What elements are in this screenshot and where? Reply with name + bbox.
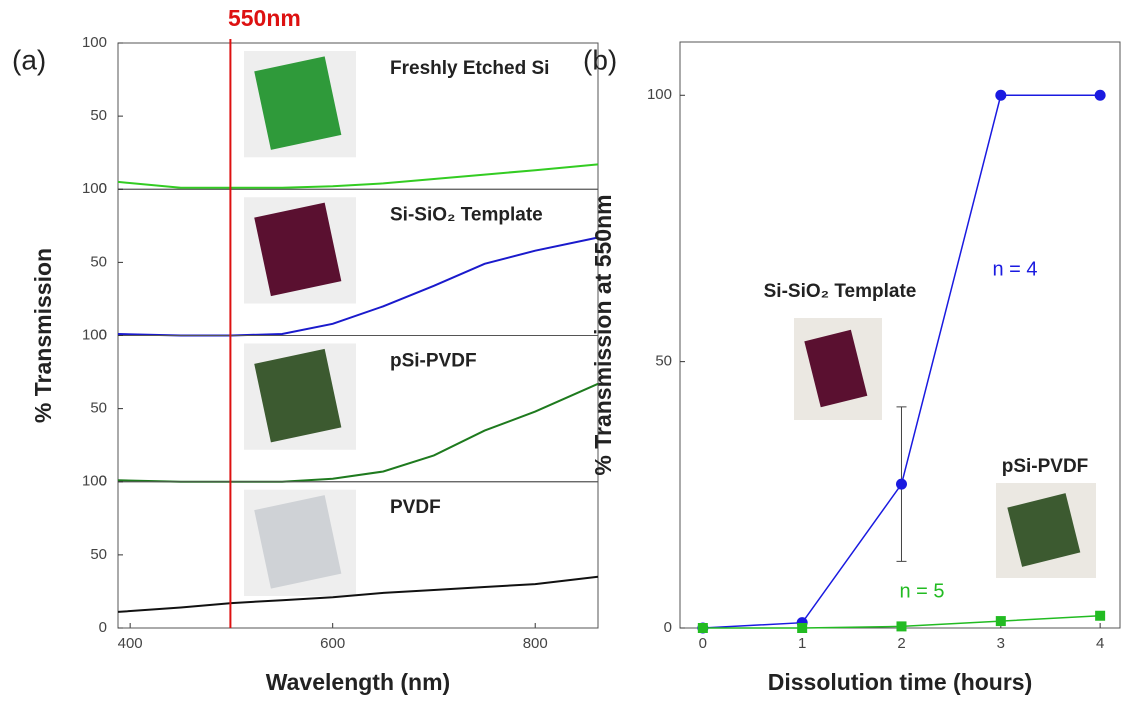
- x-tick-label: 400: [118, 635, 143, 652]
- x-tick-label: 600: [320, 635, 345, 652]
- spectrum-line: [118, 164, 598, 187]
- series-label: pSi-PVDF: [390, 351, 477, 372]
- series-label: Si-SiO₂ Template: [390, 204, 543, 225]
- x-tick-label: 0: [699, 635, 707, 652]
- spectrum-line: [118, 577, 598, 612]
- y-axis-label: % Transmission: [30, 248, 56, 423]
- y-tick-label: 50: [90, 546, 107, 563]
- data-point: [896, 479, 907, 490]
- x-axis-label: Wavelength (nm): [266, 669, 450, 695]
- sample-label: pSi-PVDF: [1002, 456, 1089, 477]
- y-tick-label: 0: [99, 619, 107, 636]
- y-tick-label: 100: [82, 180, 107, 197]
- x-tick-label: 2: [897, 635, 905, 652]
- y-tick-label: 50: [655, 353, 672, 370]
- y-tick-label: 100: [647, 86, 672, 103]
- sample-label: Si-SiO₂ Template: [764, 281, 917, 302]
- y-tick-label: 50: [90, 107, 107, 124]
- data-point: [698, 623, 708, 633]
- y-tick-label: 100: [82, 473, 107, 490]
- y-tick-label: 50: [90, 400, 107, 417]
- y-tick-label: 50: [90, 253, 107, 270]
- data-point: [1095, 90, 1106, 101]
- data-point: [896, 621, 906, 631]
- y-tick-label: 0: [664, 619, 672, 636]
- figure: (a)Wavelength (nm)% Transmission40060080…: [0, 0, 1139, 700]
- page: (a)Wavelength (nm)% Transmission40060080…: [0, 0, 1139, 705]
- x-tick-label: 1: [798, 635, 806, 652]
- data-point: [797, 623, 807, 633]
- spectrum-line: [118, 384, 598, 482]
- x-tick-label: 4: [1096, 635, 1104, 652]
- spectrum-line: [118, 238, 598, 336]
- marker-label: 550nm: [228, 5, 301, 31]
- data-point: [995, 90, 1006, 101]
- x-tick-label: 800: [523, 635, 548, 652]
- series-label: Freshly Etched Si: [390, 58, 549, 79]
- sample-count: n = 4: [992, 258, 1037, 280]
- data-point: [1095, 611, 1105, 621]
- subplot-frame: [118, 336, 598, 482]
- x-axis-label: Dissolution time (hours): [768, 669, 1033, 695]
- y-axis-label: % Transmission at 550nm: [590, 194, 616, 475]
- y-tick-label: 100: [82, 326, 107, 343]
- panel-label: (a): [12, 44, 46, 75]
- panel-label: (b): [583, 44, 617, 75]
- series-label: PVDF: [390, 497, 441, 518]
- sample-count: n = 5: [899, 580, 944, 602]
- x-tick-label: 3: [997, 635, 1005, 652]
- data-point: [996, 616, 1006, 626]
- y-tick-label: 100: [82, 34, 107, 51]
